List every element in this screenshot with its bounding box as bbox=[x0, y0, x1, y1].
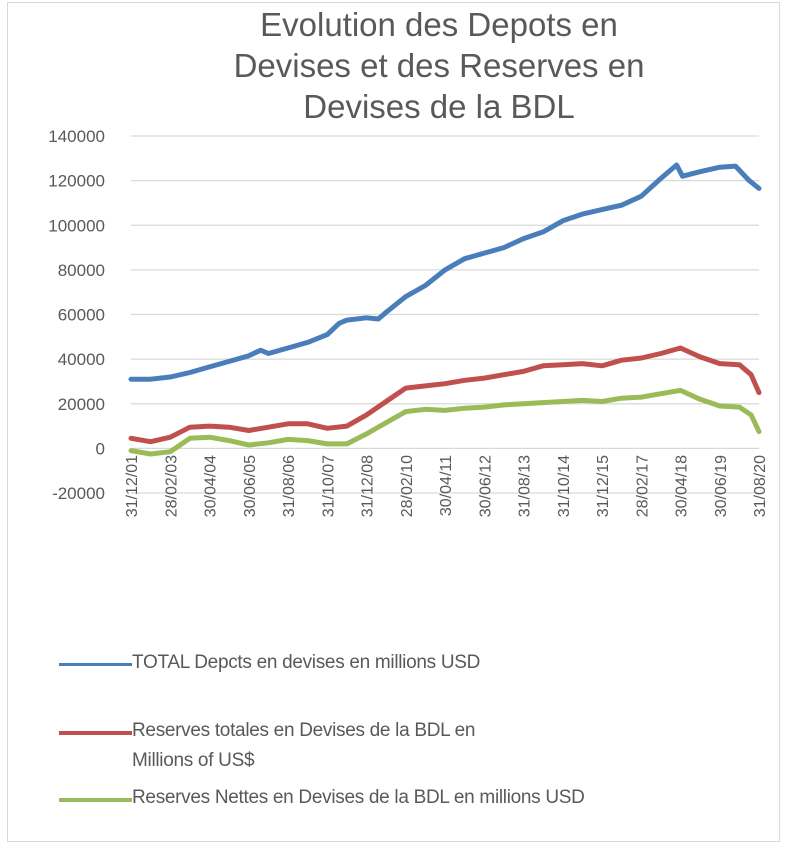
y-tick-label: 0 bbox=[96, 439, 105, 458]
x-tick-label: 30/06/19 bbox=[713, 455, 730, 517]
y-tick-label: -20000 bbox=[52, 484, 105, 503]
chart-title: Evolution des Depots en Devises et des R… bbox=[0, 4, 788, 127]
series-lines bbox=[128, 162, 762, 457]
x-tick-label: 31/10/07 bbox=[320, 455, 337, 517]
y-tick-label: 20000 bbox=[58, 395, 105, 414]
x-tick-label: 28/02/17 bbox=[634, 455, 651, 517]
x-tick-label: 30/06/12 bbox=[477, 455, 494, 517]
y-tick-label: 40000 bbox=[58, 350, 105, 369]
x-tick-label: 30/04/04 bbox=[203, 455, 220, 517]
legend-swatch-green bbox=[59, 798, 132, 802]
x-tick-label: 31/10/14 bbox=[556, 455, 573, 517]
y-tick-label: 80000 bbox=[58, 261, 105, 280]
gridlines bbox=[131, 135, 759, 494]
x-tick-label: 31/12/08 bbox=[360, 455, 377, 517]
y-tick-label: 60000 bbox=[58, 306, 105, 325]
x-tick-label: 31/12/15 bbox=[595, 455, 612, 517]
x-tick-label: 31/08/06 bbox=[281, 455, 298, 517]
x-tick-label: 30/04/18 bbox=[674, 455, 691, 517]
legend-item-reserves-totales: Reserves totales en Devises de la BDL en… bbox=[59, 716, 532, 776]
chart-title-line-2: Devises et des Reserves en bbox=[233, 47, 645, 84]
legend-item-reserves-nettes: Reserves Nettes en Devises de la BDL en … bbox=[59, 783, 672, 813]
series-line-reserves-nettes bbox=[128, 387, 762, 457]
chart-title-line-1: Evolution des Depots en bbox=[260, 6, 618, 43]
chart-title-line-3: Devises de la BDL bbox=[303, 88, 575, 125]
x-tick-label: 30/04/11 bbox=[438, 455, 455, 516]
line-chart: 140000 120000 100000 80000 60000 40000 20000 0 -… bbox=[48, 127, 769, 517]
x-axis-tick-labels: 31/12/01 28/02/03 30/04/04 30/06/05 31/08/06… bbox=[124, 455, 769, 517]
x-tick-label: 31/12/01 bbox=[124, 455, 141, 517]
legend-label-total-depots: TOTAL Depcts en devises en millions USD bbox=[132, 652, 481, 673]
y-tick-label: 120000 bbox=[48, 172, 105, 191]
x-tick-label: 28/02/03 bbox=[163, 455, 180, 517]
x-tick-label: 28/02/10 bbox=[399, 455, 416, 517]
legend-item-total-depots: TOTAL Depcts en devises en millions USD bbox=[59, 648, 692, 678]
series-line-total-depots bbox=[128, 162, 762, 382]
x-tick-label: 30/06/05 bbox=[242, 455, 259, 517]
y-tick-label: 100000 bbox=[48, 216, 105, 235]
legend-swatch-blue bbox=[59, 663, 132, 666]
legend-label-reserves-totales: Reserves totales en Devises de la BDL en… bbox=[132, 720, 476, 771]
y-axis-tick-labels: 140000 120000 100000 80000 60000 40000 20000 0 -… bbox=[48, 127, 105, 503]
x-tick-label: 31/08/20 bbox=[752, 455, 769, 517]
legend-swatch-red bbox=[59, 731, 132, 735]
series-line-reserves-totales bbox=[128, 345, 762, 445]
y-tick-label: 140000 bbox=[48, 127, 105, 146]
x-tick-label: 31/08/13 bbox=[517, 455, 534, 517]
chart-frame bbox=[7, 2, 780, 842]
legend-label-reserves-nettes: Reserves Nettes en Devises de la BDL en … bbox=[132, 787, 585, 808]
